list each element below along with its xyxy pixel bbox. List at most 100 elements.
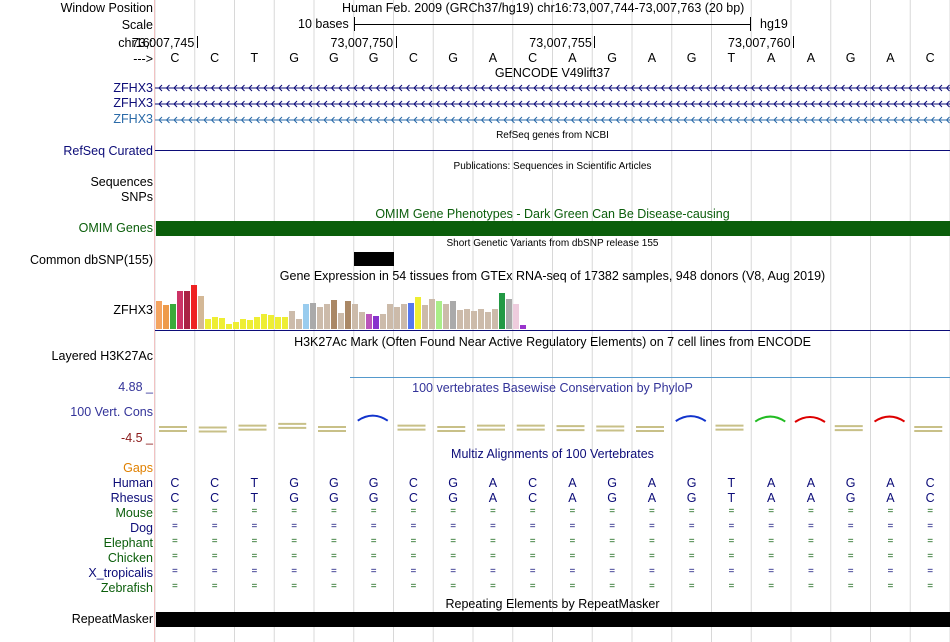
gtex-tissue-bar[interactable] [240, 319, 246, 329]
multiz-gaps-label[interactable]: Gaps [123, 461, 153, 475]
gtex-tissue-bar[interactable] [478, 309, 484, 329]
omim-gene-bar[interactable] [156, 221, 950, 236]
strand-chevron [555, 84, 560, 92]
gtex-tissue-bar[interactable] [352, 304, 358, 329]
gencode-title[interactable]: GENCODE V49lift37 [494, 66, 611, 80]
gtex-bar-chart[interactable] [156, 284, 536, 329]
gtex-tissue-bar[interactable] [436, 301, 442, 329]
gtex-tissue-bar[interactable] [338, 313, 344, 329]
human-base: G [845, 476, 856, 490]
strand-chevron [158, 116, 163, 124]
phylop-signal[interactable] [155, 400, 950, 445]
gencode-gene-label-3[interactable]: ZFHX3 [113, 112, 153, 126]
omim-label[interactable]: OMIM Genes [78, 221, 153, 235]
multiz-species-label[interactable]: Mouse [115, 506, 153, 520]
gtex-tissue-bar[interactable] [247, 320, 253, 329]
multiz-species-label[interactable]: X_tropicalis [88, 566, 153, 580]
gtex-tissue-bar[interactable] [177, 291, 183, 329]
repeatmasker-label[interactable]: RepeatMasker [71, 612, 153, 626]
gtex-tissue-bar[interactable] [408, 303, 414, 329]
gtex-tissue-bar[interactable] [226, 324, 232, 329]
multiz-species-label[interactable]: Chicken [107, 551, 153, 565]
dbsnp-title[interactable]: Short Genetic Variants from dbSNP releas… [446, 238, 659, 249]
gtex-tissue-bar[interactable] [205, 319, 211, 329]
gtex-tissue-bar[interactable] [380, 314, 386, 329]
multiz-species-label[interactable]: Zebrafish [100, 581, 153, 595]
gtex-tissue-bar[interactable] [366, 314, 372, 329]
h3k27ac-label[interactable]: Layered H3K27Ac [51, 349, 153, 363]
gtex-tissue-bar[interactable] [422, 305, 428, 329]
gtex-tissue-bar[interactable] [331, 300, 337, 329]
multiz-species-label[interactable]: Rhesus [110, 491, 153, 505]
gtex-tissue-bar[interactable] [359, 312, 365, 329]
gtex-tissue-bar[interactable] [310, 303, 316, 329]
omim-title[interactable]: OMIM Gene Phenotypes - Dark Green Can Be… [375, 207, 730, 221]
gtex-tissue-bar[interactable] [373, 316, 379, 329]
gtex-tissue-bar[interactable] [345, 301, 351, 329]
gtex-tissue-bar[interactable] [170, 304, 176, 329]
gtex-tissue-bar[interactable] [198, 296, 204, 329]
refseq-label[interactable]: RefSeq Curated [63, 144, 153, 158]
gtex-tissue-bar[interactable] [156, 301, 162, 329]
refseq-title[interactable]: RefSeq genes from NCBI [496, 130, 609, 141]
gtex-tissue-bar[interactable] [296, 319, 302, 329]
gtex-tissue-bar[interactable] [492, 309, 498, 329]
dbsnp-variant[interactable] [354, 252, 394, 266]
refseq-gene-line[interactable] [155, 150, 950, 151]
gtex-tissue-bar[interactable] [317, 307, 323, 329]
gtex-tissue-bar[interactable] [415, 297, 421, 329]
match-symbol: = [410, 581, 417, 592]
repeatmasker-title[interactable]: Repeating Elements by RepeatMasker [445, 597, 660, 611]
gtex-tissue-bar[interactable] [485, 312, 491, 329]
match-symbol: = [450, 551, 457, 562]
gtex-tissue-bar[interactable] [394, 307, 400, 329]
gencode-gene-label-2[interactable]: ZFHX3 [113, 96, 153, 110]
gtex-tissue-bar[interactable] [443, 304, 449, 329]
gtex-tissue-bar[interactable] [289, 311, 295, 329]
multiz-species-label[interactable]: Dog [130, 521, 153, 535]
gtex-tissue-bar[interactable] [513, 304, 519, 329]
gtex-tissue-bar[interactable] [254, 317, 260, 329]
publications-title[interactable]: Publications: Sequences in Scientific Ar… [453, 161, 652, 172]
gtex-tissue-bar[interactable] [212, 317, 218, 329]
publications-sequences-label[interactable]: Sequences [90, 175, 153, 189]
gtex-tissue-bar[interactable] [401, 304, 407, 329]
phylop-label[interactable]: 100 Vert. Cons [70, 405, 153, 419]
gtex-tissue-bar[interactable] [387, 304, 393, 329]
h3k27ac-title[interactable]: H3K27Ac Mark (Often Found Near Active Re… [294, 335, 811, 349]
gtex-tissue-bar[interactable] [457, 310, 463, 329]
gtex-tissue-bar[interactable] [191, 285, 197, 329]
gtex-tissue-bar[interactable] [450, 301, 456, 329]
strand-chevron [893, 116, 898, 124]
gtex-tissue-bar[interactable] [275, 317, 281, 329]
gtex-tissue-bar[interactable] [184, 291, 190, 329]
gtex-tissue-bar[interactable] [464, 309, 470, 329]
publications-snps-label[interactable]: SNPs [121, 190, 153, 204]
gtex-tissue-bar[interactable] [520, 325, 526, 329]
phylop-title[interactable]: 100 vertebrates Basewise Conservation by… [412, 381, 693, 395]
gencode-gene-label-1[interactable]: ZFHX3 [113, 81, 153, 95]
gtex-tissue-bar[interactable] [324, 304, 330, 329]
dbsnp-label[interactable]: Common dbSNP(155) [30, 253, 153, 267]
gtex-tissue-bar[interactable] [429, 299, 435, 329]
repeatmasker-element[interactable] [156, 612, 950, 627]
multiz-title[interactable]: Multiz Alignments of 100 Vertebrates [451, 447, 654, 461]
gtex-tissue-bar[interactable] [219, 318, 225, 329]
gtex-tissue-bar[interactable] [261, 314, 267, 329]
gtex-title[interactable]: Gene Expression in 54 tissues from GTEx … [279, 269, 826, 283]
gtex-tissue-bar[interactable] [163, 305, 169, 329]
multiz-species-label[interactable]: Elephant [103, 536, 153, 550]
gtex-tissue-bar[interactable] [471, 311, 477, 329]
human-base: C [210, 476, 220, 490]
gtex-tissue-bar[interactable] [233, 322, 239, 329]
gtex-tissue-bar[interactable] [499, 293, 505, 329]
gtex-tissue-bar[interactable] [506, 299, 512, 329]
gtex-tissue-bar[interactable] [303, 304, 309, 329]
gtex-tissue-bar[interactable] [282, 317, 288, 329]
gtex-gene-label[interactable]: ZFHX3 [113, 303, 153, 317]
strand-chevron [600, 84, 605, 92]
strand-chevron [165, 100, 170, 108]
multiz-species-label[interactable]: Human [112, 476, 153, 490]
gtex-tissue-bar[interactable] [268, 315, 274, 329]
gencode-transcripts[interactable] [155, 81, 950, 125]
